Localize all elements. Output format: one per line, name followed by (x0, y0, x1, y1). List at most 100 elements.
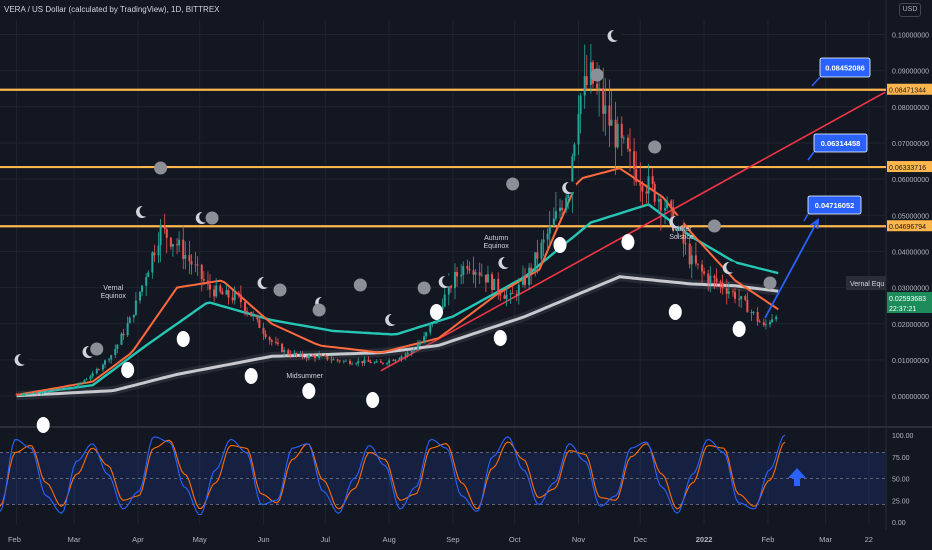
candle-body (528, 267, 531, 285)
gray-dot-icon (353, 278, 367, 292)
candle-body (425, 332, 428, 337)
gray-dot-icon (205, 211, 219, 225)
ma-slow-line (16, 275, 779, 398)
candle-body (375, 361, 378, 363)
candle-body (231, 297, 234, 301)
candle-body (454, 272, 456, 289)
candle-body (443, 294, 446, 307)
winter-solstice-label: Winter (671, 226, 692, 233)
candle-body (34, 392, 36, 394)
midsummer-star-icon: ✶ (301, 352, 308, 361)
time-axis-tick: Mar (68, 535, 81, 544)
candle-body (491, 274, 494, 290)
grid (0, 20, 885, 525)
candle-body (499, 292, 502, 296)
candle-body (746, 299, 749, 313)
candle-body (546, 233, 549, 240)
candle-body (194, 264, 197, 266)
candle-body (769, 322, 771, 325)
candle-body (287, 349, 290, 355)
candle-body (466, 266, 469, 269)
price-axis-tick: 0.08000000 (892, 105, 929, 112)
candle-body (48, 390, 51, 392)
gray-dot-icon (506, 177, 520, 191)
price-axis-highlight (887, 83, 932, 95)
candle-body (577, 113, 580, 145)
candle-body (610, 119, 613, 126)
candle-body (132, 314, 135, 318)
candle-body (486, 274, 489, 283)
crescent-moon-shadow (565, 181, 577, 193)
white-dot-icon (36, 417, 50, 433)
candle-body (246, 311, 249, 312)
candle-body (703, 271, 706, 274)
candle-body (361, 361, 364, 364)
crescent-moon-shadow (611, 29, 623, 41)
autumn-equinox-label: Autumn (484, 235, 508, 242)
candle-body (682, 226, 685, 244)
price-axis-tick: 0.06000000 (892, 177, 929, 184)
candle-body (52, 390, 55, 391)
candle-body (264, 333, 267, 338)
stoch-axis-tick: 25.00 (892, 498, 910, 505)
candle-body (431, 323, 434, 325)
candle-body (404, 354, 407, 357)
time-axis-tick: 2022 (696, 535, 713, 544)
chart-title: VERA / US Dollar (calculated by TradingV… (4, 5, 220, 14)
candle-body (101, 364, 104, 370)
candle-body (678, 226, 681, 229)
currency-button[interactable]: USD (899, 3, 921, 17)
price-axis-highlight-label: 0.08471344 (889, 88, 926, 95)
candle-body (511, 293, 514, 294)
white-dot-icon (732, 321, 746, 337)
trendline (380, 91, 886, 372)
candle-body (460, 275, 463, 277)
candle-body (58, 389, 61, 391)
gray-dot-icon (273, 283, 287, 297)
white-dot-icon (366, 392, 380, 408)
target-callout-label: 0.04716052 (815, 201, 855, 210)
candle-body (351, 363, 354, 365)
crescent-moon-shadow (261, 276, 273, 288)
candle-body (314, 355, 316, 359)
candle-body (295, 353, 298, 355)
candle-body (379, 361, 382, 363)
candle-body (694, 255, 697, 264)
candle-body (270, 340, 273, 342)
stoch-axis-tick: 50.00 (892, 477, 910, 484)
candle-body (196, 264, 199, 266)
price-axis-tick: 0.10000000 (892, 32, 929, 39)
candle-body (709, 275, 712, 283)
candle-body (633, 151, 636, 170)
candle-body (252, 315, 255, 317)
candle-body (17, 394, 20, 396)
candle-body (289, 354, 292, 356)
ma-mid-line (16, 203, 779, 397)
candle-body (684, 243, 687, 245)
target-callout-leader (807, 151, 815, 161)
candle-body (15, 394, 18, 396)
candle-body (583, 76, 586, 96)
candle-body (725, 288, 728, 294)
target-callout-leader (803, 213, 809, 222)
candle-body (369, 361, 372, 364)
price-axis-tick: 0.03000000 (892, 286, 929, 293)
candle-body (676, 228, 679, 231)
candle-body (54, 389, 57, 391)
candle-body (349, 360, 351, 364)
candle-body (83, 380, 86, 383)
white-dot-icon (302, 383, 316, 399)
candle-body (639, 181, 642, 186)
candle-body (157, 245, 160, 256)
price-axis-highlight (887, 302, 932, 313)
candle-body (145, 277, 148, 286)
candle-body (670, 200, 673, 208)
white-dot-icon (121, 362, 135, 378)
stoch-band (0, 452, 885, 505)
candle-body (21, 394, 24, 396)
candle-body (398, 358, 401, 360)
candle-body (552, 218, 555, 226)
candle-body (344, 360, 347, 362)
candle-body (126, 323, 129, 336)
